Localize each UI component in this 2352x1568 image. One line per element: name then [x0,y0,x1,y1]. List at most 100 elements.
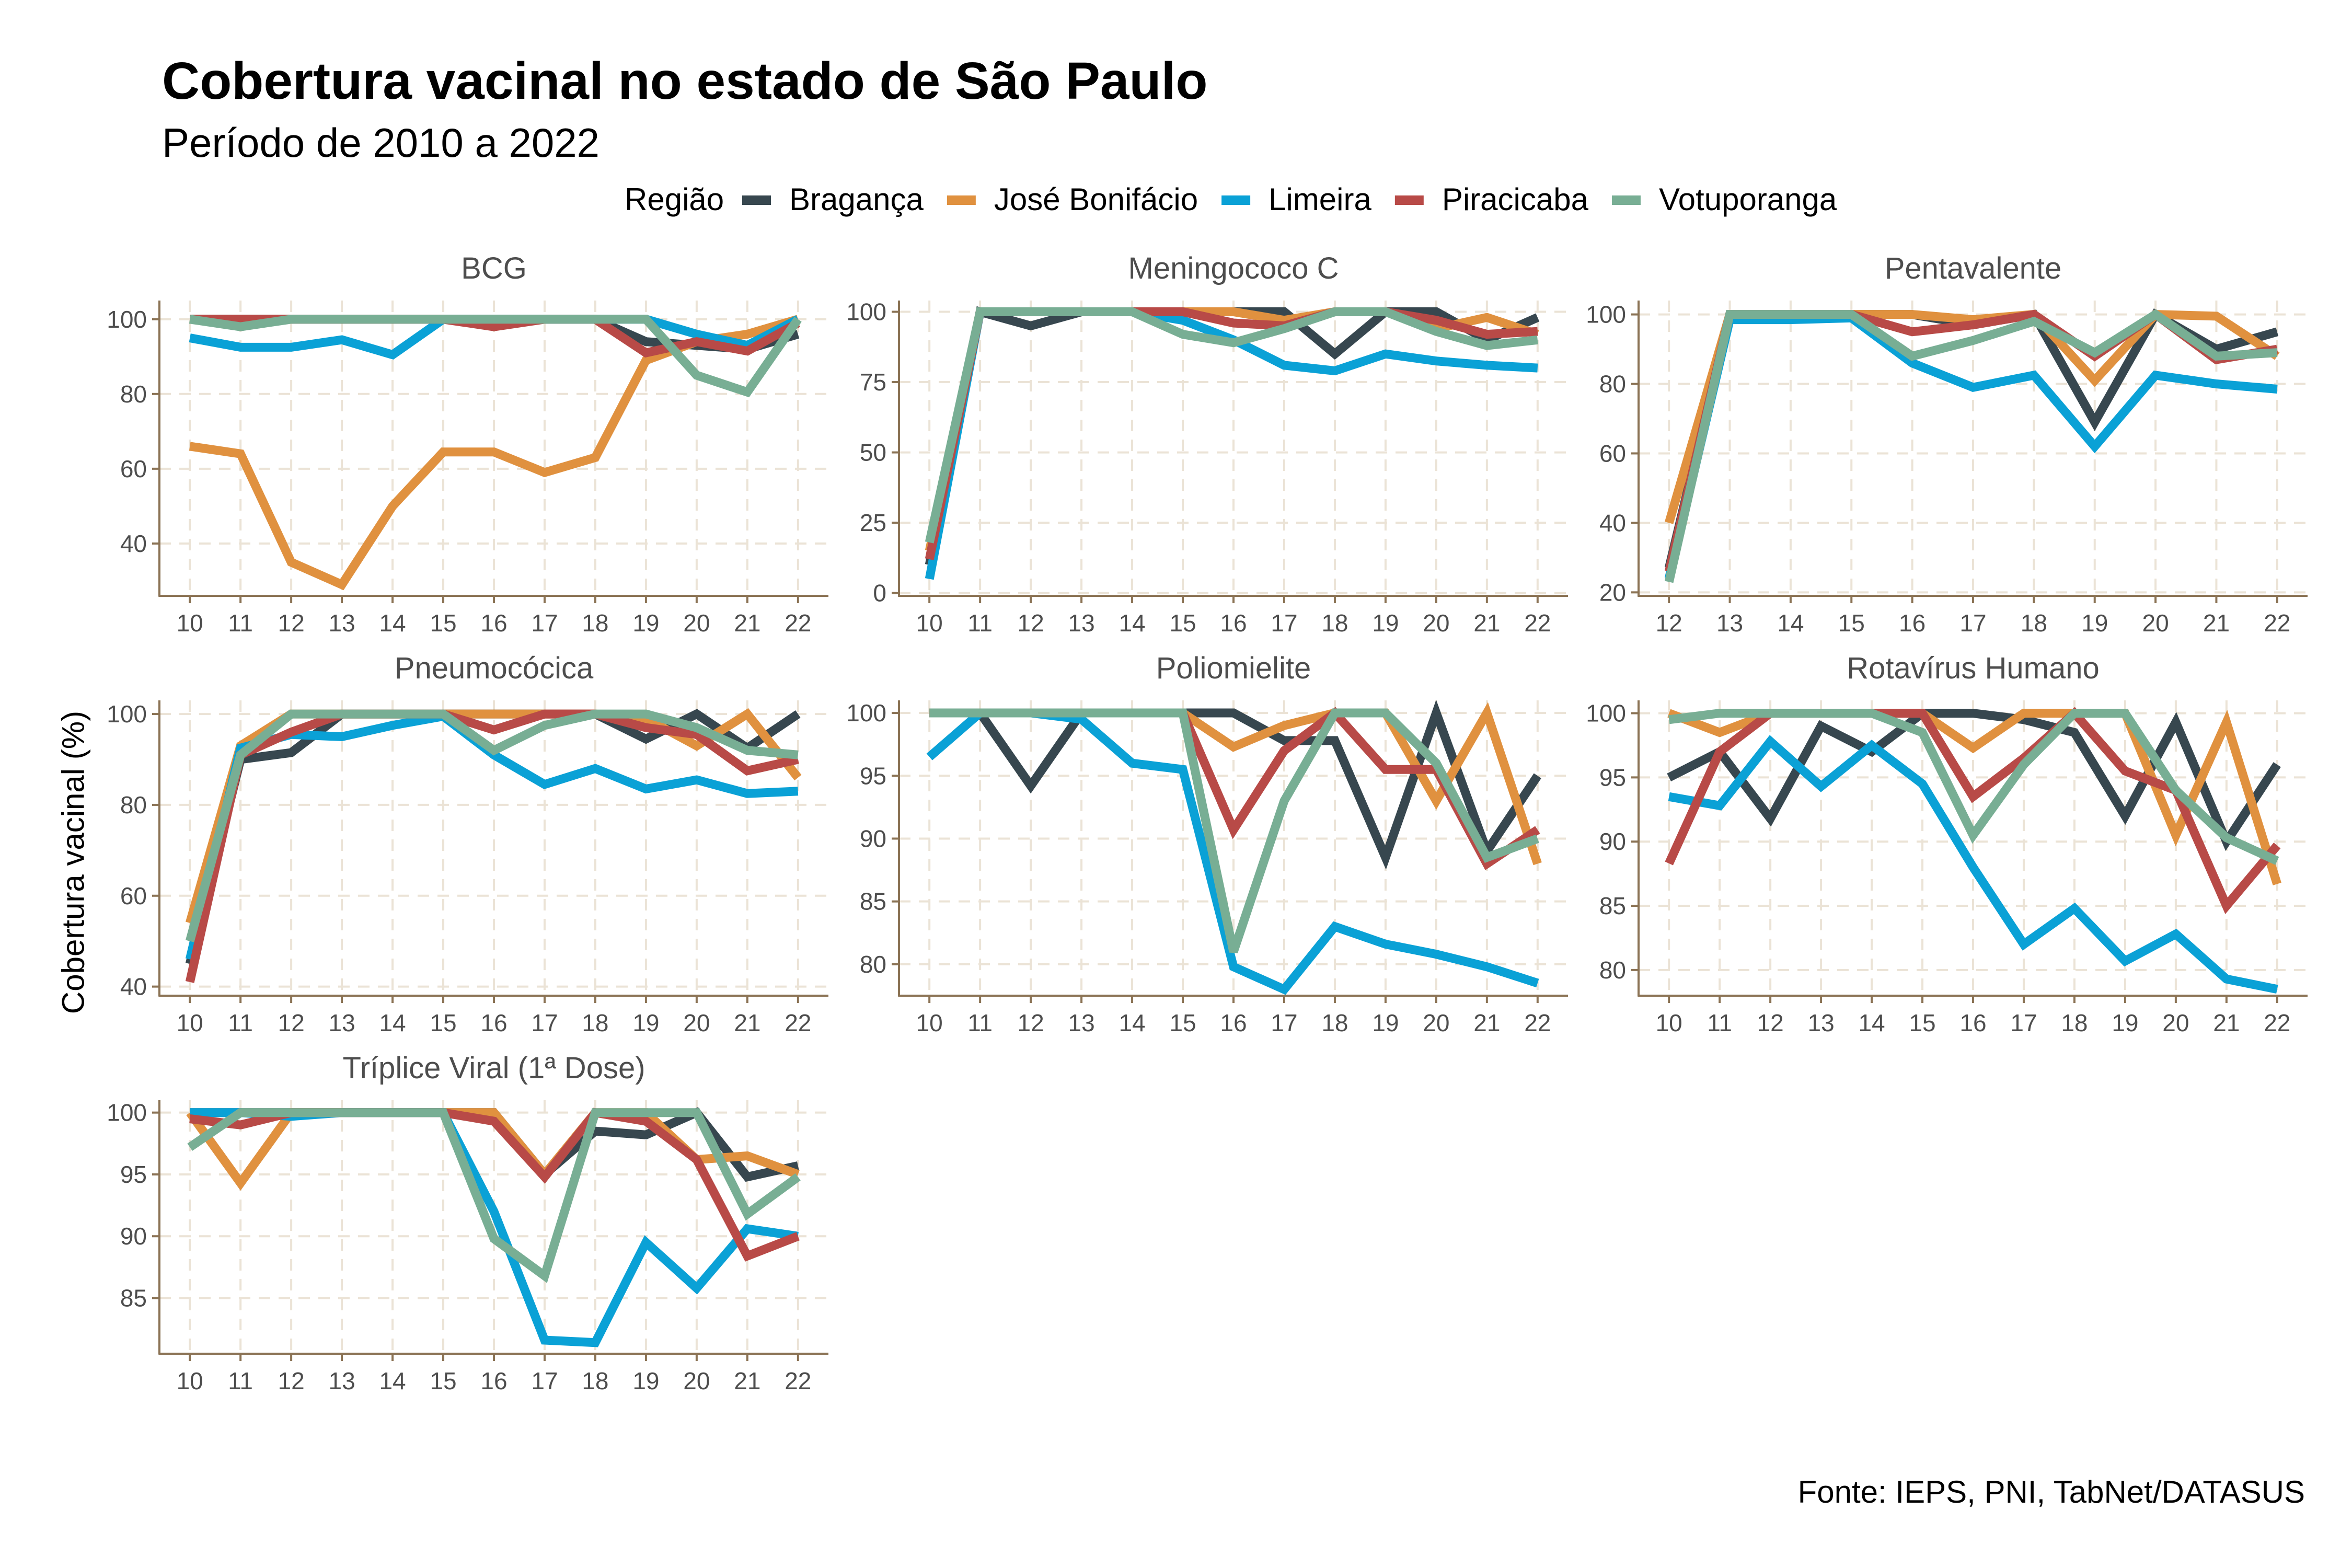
panel-title-triplice-viral-1-dose: Tríplice Viral (1ª Dose) [342,1051,645,1085]
x-tick-label: 18 [1321,609,1348,637]
panel-title-poliomielite: Poliomielite [1156,651,1311,685]
x-tick-label: 13 [1068,1009,1095,1036]
x-tick-label: 19 [2112,1009,2138,1036]
x-tick-label: 16 [480,1367,507,1394]
series-line-braganca [929,699,1541,870]
x-tick-label: 14 [1119,609,1145,637]
gridlines-pneumococica [159,700,828,996]
legend-title: Região [625,182,724,217]
x-tick-label: 19 [632,1009,659,1036]
x-tick-label: 18 [582,1367,608,1394]
y-tick-label: 75 [860,368,886,396]
x-tick-label: 18 [582,1009,608,1036]
y-tick-label: 80 [860,951,886,978]
x-tick-label: 14 [1119,1009,1145,1036]
y-tick-label: 85 [1599,892,1626,919]
y-tick-label: 100 [846,699,886,727]
legend-label-braganca: Bragança [789,182,924,217]
series-line-votuporanga [929,708,1539,953]
x-tick-label: 10 [177,1009,203,1036]
x-tick-label: 19 [1372,1009,1399,1036]
x-tick-label: 17 [531,1009,558,1036]
series-line-votuporanga [185,709,799,942]
y-tick-label: 80 [1599,371,1626,398]
x-tick-label: 11 [228,1367,253,1394]
x-tick-label: 12 [1757,1009,1784,1036]
x-tick-label: 12 [278,1009,305,1036]
series-line-limeira [1668,735,2278,994]
axes-triplice-viral-1-dose: 85 90 95 100 10 11 12 13 14 15 16 17 18 19 20 21 22 [107,1099,828,1394]
series-line-votuporanga [189,315,802,398]
series-line-votuporanga [1668,709,2279,865]
source-caption: Fonte: IEPS, PNI, TabNet/DATASUS [1797,1474,2305,1509]
x-tick-label: 20 [2142,609,2169,637]
x-tick-label: 16 [480,609,507,637]
y-tick-label: 60 [120,882,147,909]
x-tick-label: 20 [2162,1009,2189,1036]
x-tick-label: 18 [1321,1009,1348,1036]
y-tick-label: 60 [1599,440,1626,467]
panel-bcg: BCG 40 60 80 100 10 11 12 13 14 15 16 17 18 19 20 21 22 [107,251,828,637]
y-tick-label: 100 [1586,301,1626,328]
x-tick-label: 15 [430,1009,456,1036]
y-tick-label: 80 [1599,956,1626,984]
series-line-votuporanga [925,307,1538,544]
x-tick-label: 18 [582,609,608,637]
x-tick-label: 21 [734,1009,760,1036]
x-tick-label: 17 [1959,609,1986,637]
series-line-votuporanga [1664,309,2278,583]
y-tick-label: 100 [107,1099,147,1126]
legend-label-votuporanga: Votuporanga [1659,182,1837,217]
x-tick-label: 19 [632,1367,659,1394]
axes-rotavirus-humano: 80 85 90 95 100 10 11 12 13 14 15 16 17 18 19 20 21 22 [1586,700,2308,1036]
series-group-poliomielite [926,699,1542,995]
axes-meningococo-c: 0 25 50 75 100 10 11 12 13 14 15 16 17 18 19 20 21 22 [846,298,1568,637]
series-group-meningococo-c [925,306,1540,580]
y-tick-label: 60 [120,455,147,482]
x-tick-label: 20 [683,1009,710,1036]
x-tick-label: 16 [1959,1009,1986,1036]
x-tick-label: 11 [228,1009,253,1036]
x-tick-label: 15 [430,609,456,637]
legend: Região Bragança José Bonifácio Limeira Pirac… [625,182,1837,217]
chart-title: Cobertura vacinal no estado de São Paulo [162,52,1208,110]
x-tick-label: 22 [785,1009,811,1036]
x-tick-label: 10 [916,1009,943,1036]
x-tick-label: 12 [1656,609,1682,637]
y-tick-label: 40 [120,973,147,1000]
panel-title-pentavalente: Pentavalente [1885,251,2062,285]
x-tick-label: 22 [1524,1009,1551,1036]
x-tick-label: 17 [1271,1009,1297,1036]
x-tick-label: 21 [1473,1009,1500,1036]
x-tick-label: 13 [329,1009,355,1036]
axes-pneumococica: 40 60 80 100 10 11 12 13 14 15 16 17 18 19 20 21 22 [107,700,828,1036]
legend-label-limeira: Limeira [1269,182,1371,217]
legend-item-braganca: Bragança [742,182,924,217]
x-tick-label: 20 [1423,609,1449,637]
legend-item-piracicaba: Piracicaba [1394,182,1589,217]
y-tick-label: 25 [860,509,886,536]
x-tick-label: 11 [967,1009,993,1036]
x-tick-label: 22 [2264,1009,2290,1036]
x-tick-label: 22 [785,1367,811,1394]
x-tick-label: 17 [531,1367,558,1394]
x-tick-label: 17 [531,609,558,637]
x-tick-label: 19 [632,609,659,637]
panel-title-meningococo-c: Meningococo C [1128,251,1339,285]
x-tick-label: 16 [1899,609,1926,637]
y-tick-label: 40 [1599,509,1626,536]
x-tick-label: 16 [480,1009,507,1036]
y-tick-label: 0 [873,580,886,607]
x-tick-label: 11 [1707,1009,1732,1036]
y-tick-label: 95 [1599,764,1626,791]
y-tick-label: 100 [107,306,147,333]
x-tick-label: 14 [1858,1009,1885,1036]
x-tick-label: 15 [1909,1009,1935,1036]
x-tick-label: 20 [683,1367,710,1394]
y-tick-label: 95 [120,1161,147,1188]
y-tick-label: 85 [120,1285,147,1312]
y-tick-label: 20 [1599,579,1626,606]
x-tick-label: 20 [683,609,710,637]
